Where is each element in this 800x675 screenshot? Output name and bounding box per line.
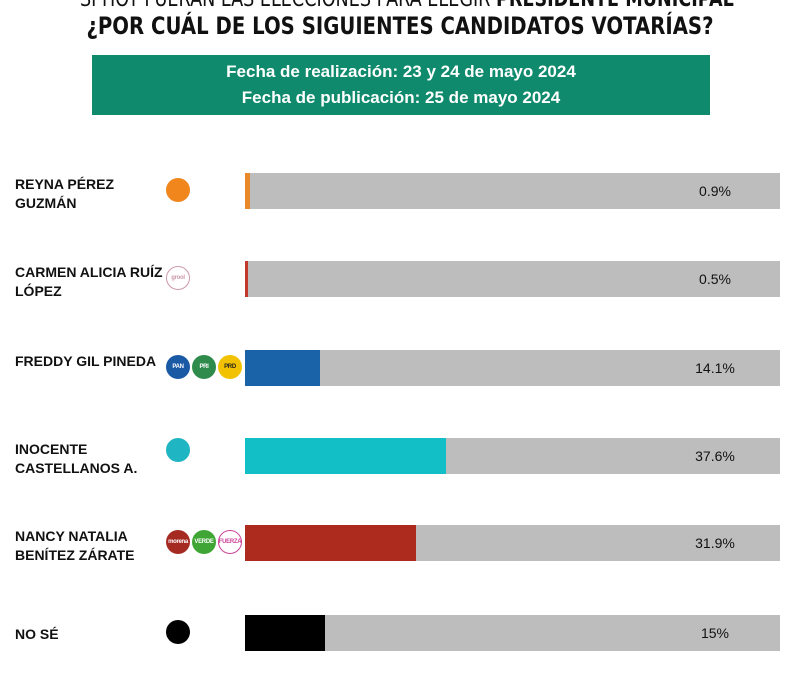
party-logos: morena VERDE FUERZA [166,530,242,554]
bar-track: 0.9% [245,173,780,209]
bar [245,615,326,651]
morena-logo-icon: morena [166,530,190,554]
black-dot-logo-icon [166,620,190,644]
fecha-realizacion: Fecha de realización: 23 y 24 de mayo 20… [226,62,576,81]
data-label: 31.9% [695,535,735,551]
bar-row: CARMEN ALICIA RUÍZ LÓPEZ grool 0.5% [0,261,800,299]
category-label: INOCENTE CASTELLANOS A. [15,441,138,476]
party-logos: PAN PRI PRD [166,355,242,379]
data-label: 37.6% [695,448,735,464]
bar-track: 15% [245,615,780,651]
bar-row: REYNA PÉREZ GUZMÁN 0.9% [0,173,800,211]
bar [245,261,248,297]
party-logos [166,438,190,462]
bar-track: 14.1% [245,350,780,386]
pri-logo-icon: PRI [192,355,216,379]
local-party-logo-icon [166,438,190,462]
category-label: REYNA PÉREZ GUZMÁN [15,176,115,211]
fecha-publicacion: Fecha de publicación: 25 de mayo 2024 [241,88,561,107]
title-prefix: SI HOY FUERAN LAS ELECCIONES PARA ELEGIR [80,0,496,12]
data-label: 0.9% [699,183,731,199]
category-label: CARMEN ALICIA RUÍZ LÓPEZ [15,264,163,299]
movimiento-ciudadano-logo-icon [166,178,190,202]
local-party-logo-icon: grool [166,266,190,290]
data-label: 15% [700,625,730,641]
party-logos [166,620,190,644]
bar [245,350,321,386]
pan-logo-icon: PAN [166,355,190,379]
bar-row: FREDDY GIL PINEDA PAN PRI PRD 14.1% [0,350,800,386]
title-emphasis: PRESIDENTE MUNICIPAL [496,0,734,12]
bar-track: 37.6% [245,438,780,474]
dates-banner: Fecha de realización: 23 y 24 de mayo 20… [92,55,710,115]
bar [245,525,416,561]
bar-track: 0.5% [245,261,780,297]
fuerza-por-mexico-logo-icon: FUERZA [218,530,242,554]
bar-row: NANCY NATALIA BENÍTEZ ZÁRATE morena VERDE F… [0,525,800,563]
pvem-logo-icon: VERDE [192,530,216,554]
bar [245,438,447,474]
data-label: 0.5% [699,271,731,287]
category-label: NANCY NATALIA BENÍTEZ ZÁRATE [15,528,135,563]
party-logos [166,178,190,202]
bar-track: 31.9% [245,525,780,561]
title-line-2: ¿POR CUÁL DE LOS SIGUIENTES CANDIDATOS V… [86,12,714,40]
prd-logo-icon: PRD [218,355,242,379]
title-line-1: SI HOY FUERAN LAS ELECCIONES PARA ELEGIR… [80,0,734,12]
party-logos: grool [166,266,190,290]
data-label: 14.1% [695,360,735,376]
bar [245,173,250,209]
bar-row: NO SÉ 15% [0,615,800,651]
category-label: NO SÉ [15,626,59,642]
bar-row: INOCENTE CASTELLANOS A. 37.6% [0,438,800,476]
category-label: FREDDY GIL PINEDA [15,353,157,369]
